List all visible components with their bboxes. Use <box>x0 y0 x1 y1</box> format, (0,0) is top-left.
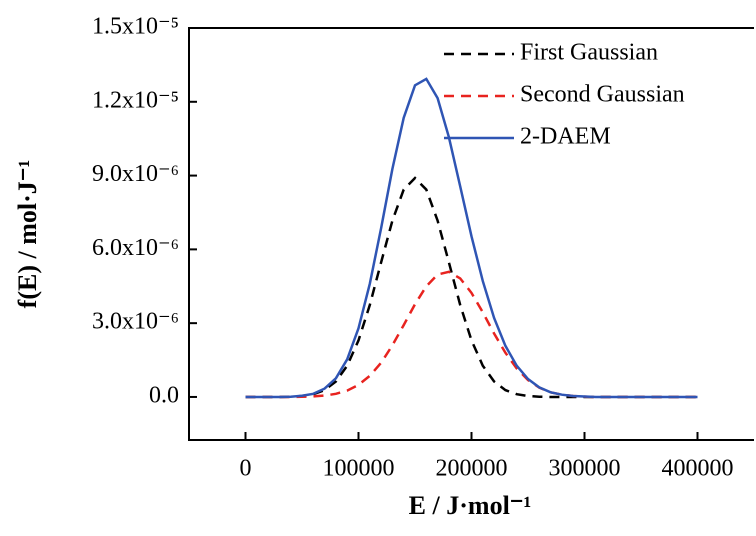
legend-label: First Gaussian <box>520 40 658 66</box>
y-tick-label: 9.0x10⁻⁶ <box>92 161 179 187</box>
x-tick-label: 200000 <box>436 456 508 482</box>
y-tick-label: 3.0x10⁻⁶ <box>92 309 179 335</box>
y-axis-label: f(E) / mol·J⁻¹ <box>13 160 42 309</box>
series-line <box>245 270 698 399</box>
y-tick-label: 6.0x10⁻⁶ <box>92 235 179 261</box>
legend-label: 2-DAEM <box>520 124 611 150</box>
x-tick-label: 100000 <box>323 456 395 482</box>
x-tick-label: 0 <box>240 456 252 482</box>
y-tick-label: 1.2x10⁻⁵ <box>92 87 179 113</box>
x-tick-label: 400000 <box>662 456 734 482</box>
series-line <box>245 176 698 399</box>
legend-label: Second Gaussian <box>520 82 685 108</box>
series-line <box>245 77 698 399</box>
x-axis-label: E / J·mol⁻¹ <box>409 491 532 520</box>
y-tick-label: 0.0 <box>149 382 179 408</box>
y-tick-label: 1.5x10⁻⁵ <box>92 14 179 40</box>
x-tick-label: 300000 <box>549 456 621 482</box>
